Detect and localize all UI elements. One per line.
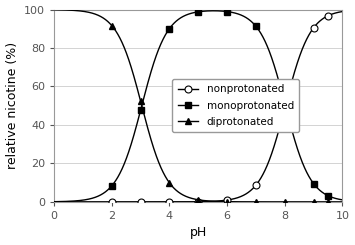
X-axis label: pH: pH [190, 226, 207, 239]
Y-axis label: relative nicotine (%): relative nicotine (%) [6, 42, 18, 169]
Legend: nonprotonated, monoprotonated, diprotonated: nonprotonated, monoprotonated, diprotona… [173, 79, 299, 132]
